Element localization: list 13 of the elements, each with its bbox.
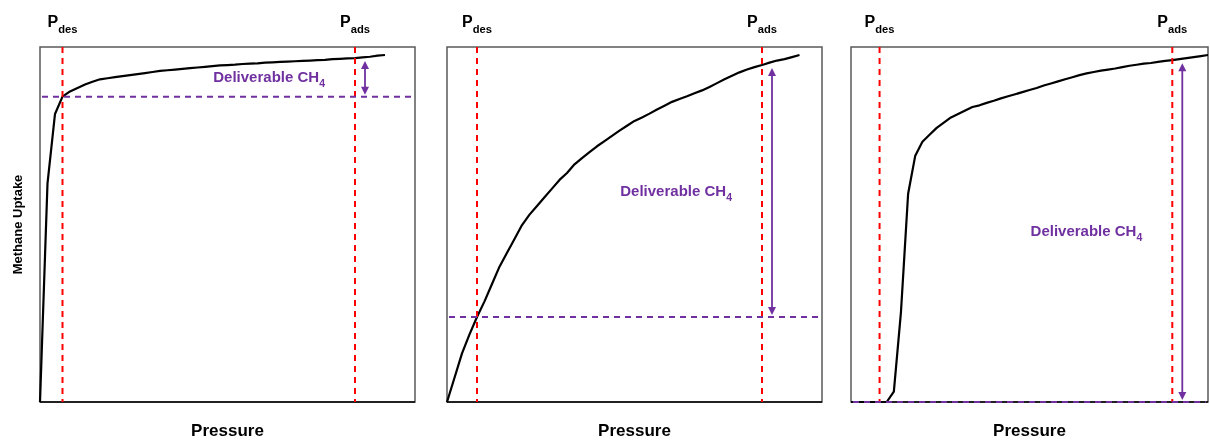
x-axis-title: Pressure bbox=[993, 421, 1066, 440]
x-tick-label: P$_{ads}$ bbox=[747, 13, 777, 35]
annotation: Deliverable CH$_{4}$ bbox=[620, 181, 733, 203]
annotation: Deliverable CH$_{4}$ bbox=[1030, 221, 1143, 243]
x-axis-title: Pressure bbox=[191, 421, 264, 440]
x-tick-label: P$_{ads}$ bbox=[340, 13, 370, 35]
x-tick-label: P$_{des}$ bbox=[462, 13, 492, 35]
y-axis-title: Methane Uptake bbox=[10, 174, 25, 275]
annotation: Deliverable CH$_{4}$ bbox=[213, 67, 326, 89]
x-tick-label: P$_{des}$ bbox=[47, 13, 78, 35]
x-tick-label: P$_{des}$ bbox=[864, 13, 895, 35]
x-axis-title: Pressure bbox=[598, 421, 671, 440]
x-tick-label: P$_{ads}$ bbox=[1157, 13, 1188, 35]
